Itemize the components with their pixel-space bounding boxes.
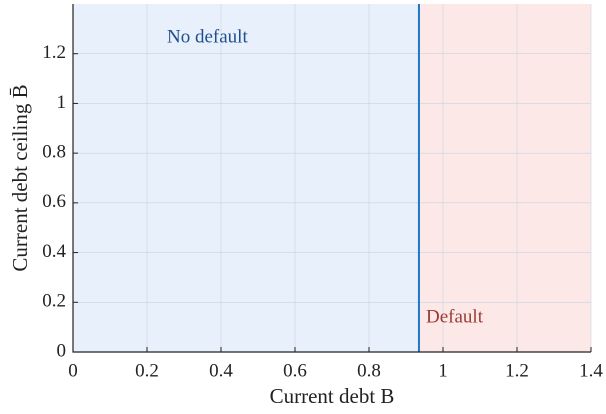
region-label: Default xyxy=(426,306,484,327)
x-tick-label: 0.6 xyxy=(283,360,307,381)
x-tick-label: 0.8 xyxy=(357,360,381,381)
y-tick-label: 0.6 xyxy=(42,191,66,212)
x-axis-label: Current debt B xyxy=(270,384,395,408)
y-tick-label: 1.2 xyxy=(42,42,66,63)
x-tick-label: 1.4 xyxy=(579,360,603,381)
region xyxy=(418,4,591,352)
region-label: No default xyxy=(167,26,248,47)
x-tick-label: 1 xyxy=(438,360,448,381)
x-tick-label: 0 xyxy=(68,360,78,381)
y-tick-label: 0 xyxy=(57,340,67,361)
y-tick-label: 0.8 xyxy=(42,142,66,163)
x-tick-label: 0.4 xyxy=(209,360,233,381)
region xyxy=(73,4,419,352)
y-axis-label: Current debt ceiling B̄ xyxy=(8,84,32,271)
x-tick-label: 0.2 xyxy=(135,360,159,381)
axes xyxy=(72,4,591,353)
y-tick-label: 0.4 xyxy=(42,241,66,262)
y-tick-label: 1 xyxy=(57,92,67,113)
y-tick-label: 0.2 xyxy=(42,291,66,312)
x-tick-label: 1.2 xyxy=(505,360,529,381)
